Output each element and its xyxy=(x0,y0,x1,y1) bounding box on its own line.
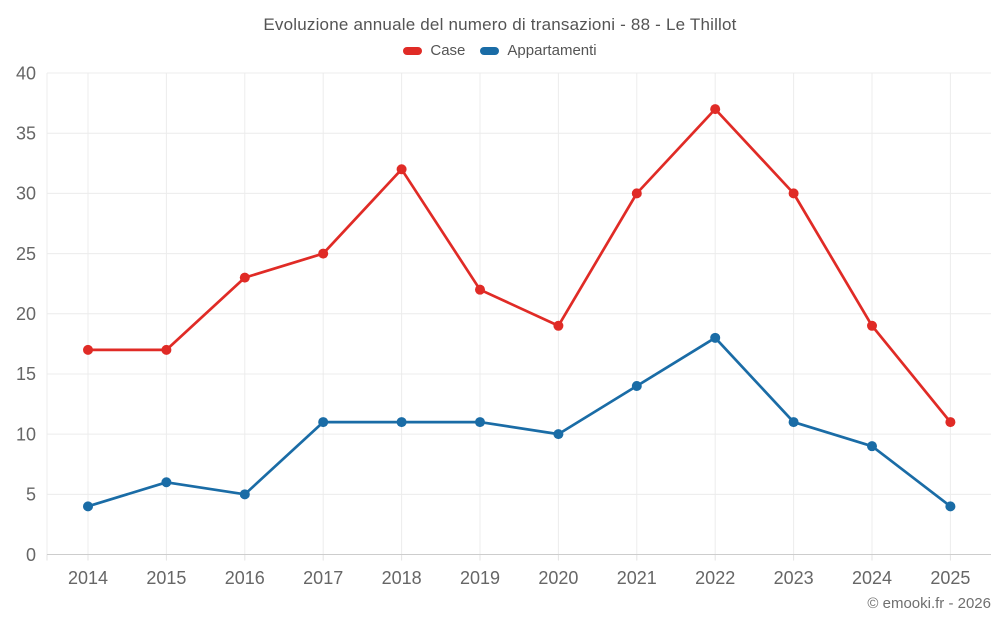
x-axis-label: 2020 xyxy=(538,568,578,588)
vertical-gridlines xyxy=(46,73,951,561)
y-axis-label: 35 xyxy=(16,123,36,143)
data-point-appartamenti-2025[interactable] xyxy=(945,501,956,512)
x-axis-label: 2023 xyxy=(774,568,814,588)
x-axis-label: 2021 xyxy=(617,568,657,588)
y-axis-label: 25 xyxy=(16,244,36,264)
legend-label: Appartamenti xyxy=(507,42,597,59)
data-point-appartamenti-2014[interactable] xyxy=(83,501,93,512)
data-point-case-2022[interactable] xyxy=(710,104,721,115)
chart-title: Evoluzione annuale del numero di transaz… xyxy=(263,15,737,34)
series-line-case xyxy=(86,107,952,424)
x-axis-label: 2018 xyxy=(382,568,422,588)
data-point-case-2023[interactable] xyxy=(788,188,799,199)
y-axis-label: 20 xyxy=(16,304,36,324)
series-appartamenti xyxy=(83,332,956,512)
data-point-appartamenti-2023[interactable] xyxy=(788,417,799,428)
data-point-case-2016[interactable] xyxy=(239,272,250,283)
x-axis-label: 2017 xyxy=(303,568,343,588)
x-axis-label: 2025 xyxy=(930,568,970,588)
y-axis-label: 0 xyxy=(26,545,36,565)
series-case xyxy=(83,104,956,428)
legend-marker-icon xyxy=(403,46,423,55)
data-point-appartamenti-2020[interactable] xyxy=(553,429,564,440)
data-point-case-2020[interactable] xyxy=(553,320,564,331)
legend-label: Case xyxy=(430,42,466,59)
data-point-case-2019[interactable] xyxy=(475,284,485,295)
x-axis-label: 2015 xyxy=(146,568,186,588)
data-point-appartamenti-2024[interactable] xyxy=(867,441,877,452)
y-axis-label: 5 xyxy=(26,485,36,505)
data-point-appartamenti-2019[interactable] xyxy=(475,417,485,428)
x-axis-label: 2024 xyxy=(852,568,892,588)
legend-marker-icon xyxy=(480,46,500,55)
credit-text: © emooki.fr - 2026 xyxy=(867,595,991,612)
y-axis-labels: 0 5 10 15 20 25 30 35 40 xyxy=(16,63,36,565)
data-point-case-2021[interactable] xyxy=(631,188,642,199)
data-point-appartamenti-2015[interactable] xyxy=(161,477,172,488)
horizontal-gridlines xyxy=(47,72,991,495)
data-point-appartamenti-2017[interactable] xyxy=(318,417,329,428)
x-axis-label: 2014 xyxy=(68,568,108,588)
y-axis-label: 30 xyxy=(16,184,36,204)
data-point-appartamenti-2021[interactable] xyxy=(631,380,642,391)
data-point-case-2018[interactable] xyxy=(396,164,407,175)
data-point-case-2017[interactable] xyxy=(318,248,329,259)
series-line-appartamenti xyxy=(86,336,952,508)
x-axis-labels: 2014 2015 2016 2017 2018 2019 2020 2021 2022 2023… xyxy=(68,568,970,588)
data-point-case-2014[interactable] xyxy=(83,344,93,355)
data-point-appartamenti-2022[interactable] xyxy=(710,332,721,343)
x-axis-label: 2022 xyxy=(695,568,735,588)
x-axis-label: 2016 xyxy=(225,568,265,588)
data-point-case-2024[interactable] xyxy=(867,320,877,331)
y-axis-label: 15 xyxy=(16,364,36,384)
data-point-appartamenti-2018[interactable] xyxy=(396,417,407,428)
x-axis-label: 2019 xyxy=(460,568,500,588)
y-axis-label: 40 xyxy=(16,63,36,83)
chart-legend: Case Appartamenti xyxy=(0,42,1000,59)
legend-item-appartamenti[interactable]: Appartamenti xyxy=(480,42,597,59)
y-axis-label: 10 xyxy=(16,424,36,444)
data-point-case-2025[interactable] xyxy=(945,417,956,428)
data-point-appartamenti-2016[interactable] xyxy=(239,489,250,500)
legend-item-case[interactable]: Case xyxy=(403,42,465,59)
data-point-case-2015[interactable] xyxy=(161,344,172,355)
